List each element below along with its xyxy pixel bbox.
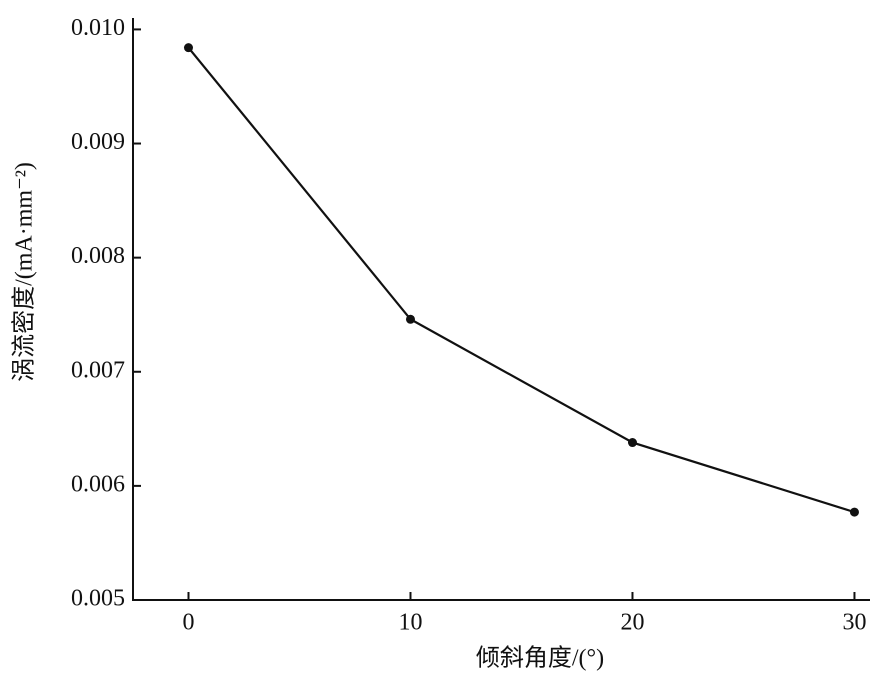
x-tick-label: 10: [398, 610, 422, 636]
y-tick-label: 0.010: [71, 15, 125, 41]
data-point: [627, 438, 637, 448]
data-point: [405, 314, 415, 324]
x-tick-label: 20: [620, 610, 644, 636]
y-tick-label: 0.009: [71, 129, 125, 155]
y-tick-label: 0.005: [71, 586, 125, 612]
x-tick-label: 30: [842, 610, 866, 636]
data-line: [187, 46, 855, 514]
x-axis-label: 倾斜角度/(°): [476, 645, 604, 672]
y-tick-label: 0.007: [71, 357, 125, 383]
data-point: [849, 507, 859, 517]
y-axis-label: 涡流密度/(mA·mm⁻²): [11, 162, 38, 382]
data-point: [183, 43, 193, 53]
x-tick-label: 0: [182, 610, 194, 636]
y-tick-label: 0.006: [71, 471, 125, 497]
y-tick-label: 0.008: [71, 243, 125, 269]
